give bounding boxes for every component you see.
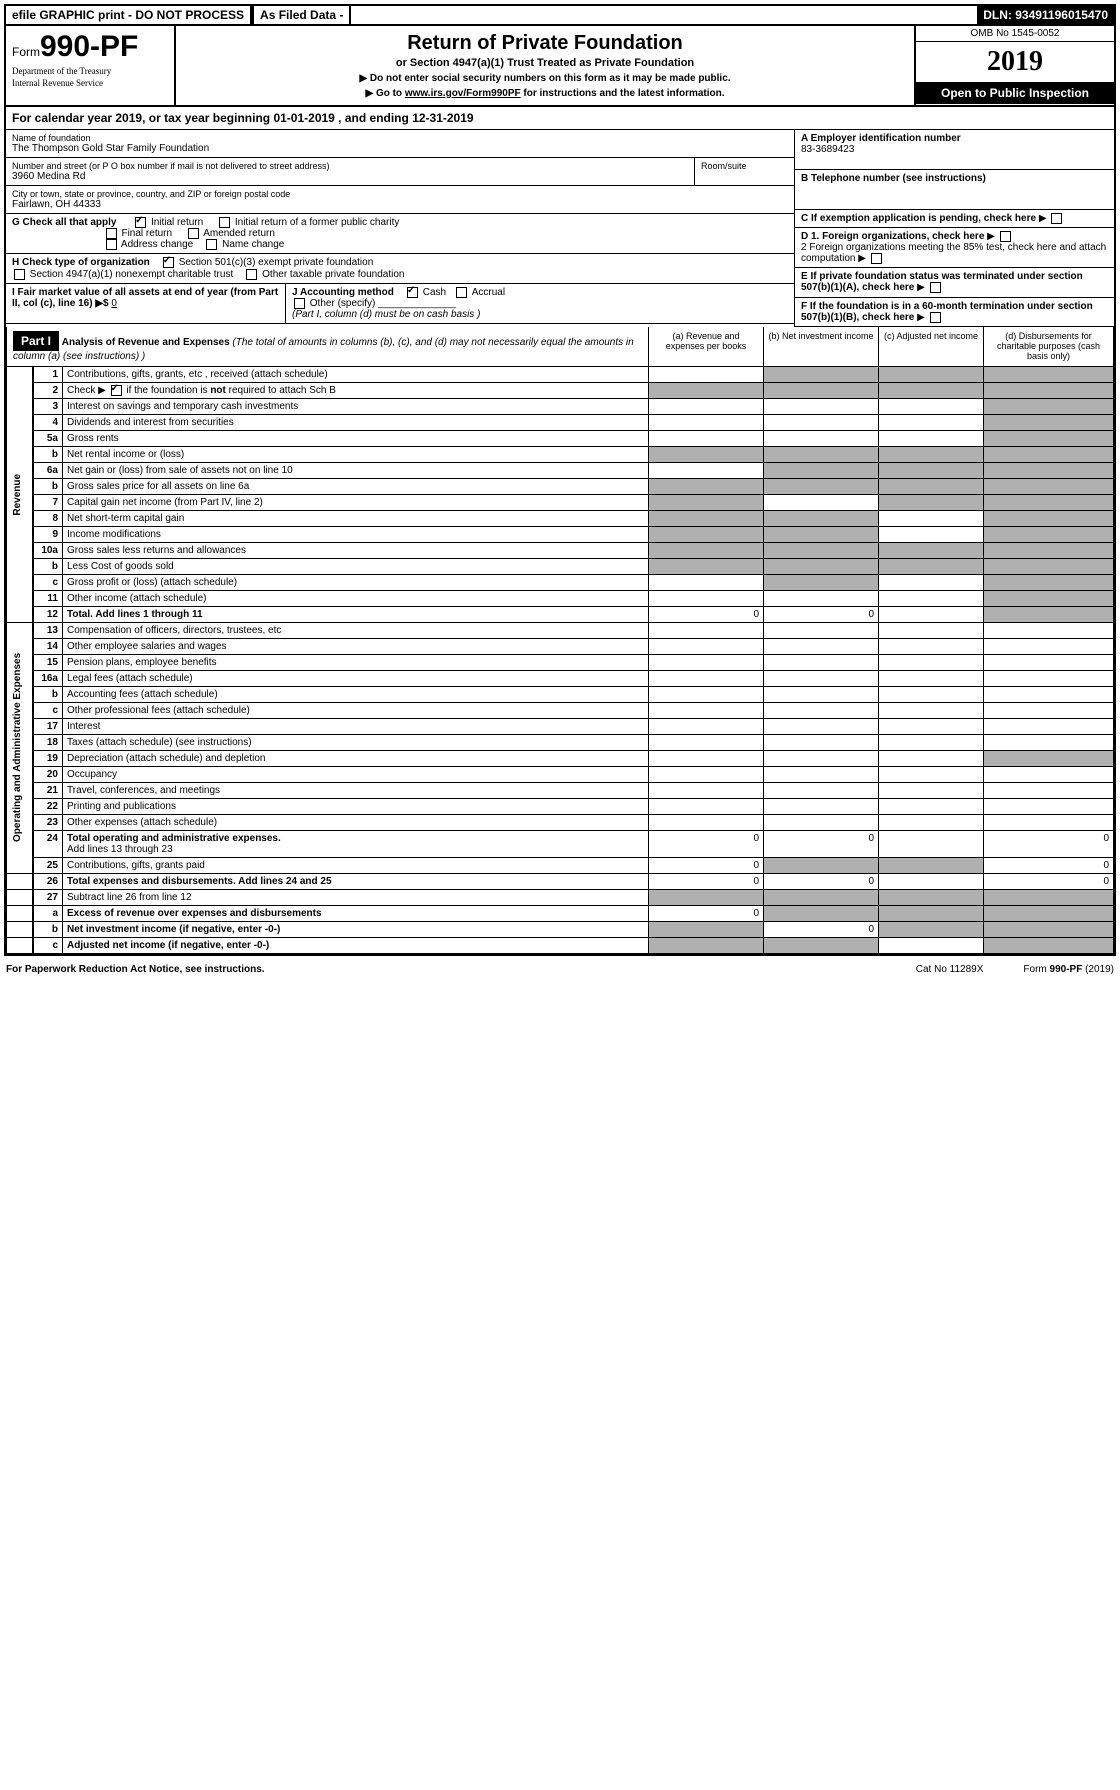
ssn-warning: ▶ Do not enter social security numbers o… xyxy=(182,73,908,84)
checkbox-address-change[interactable] xyxy=(106,239,117,250)
room-suite-box: Room/suite xyxy=(694,158,794,185)
page-footer: For Paperwork Reduction Act Notice, see … xyxy=(0,960,1120,979)
box-e: E If private foundation status was termi… xyxy=(795,268,1114,297)
section-i: I Fair market value of all assets at end… xyxy=(6,284,286,323)
header-left: Form990-PF Department of the Treasury In… xyxy=(6,26,176,105)
checkbox-60month[interactable] xyxy=(930,312,941,323)
line27a-a: 0 xyxy=(649,905,764,921)
line12-a: 0 xyxy=(649,606,764,622)
catalog-number: Cat No 11289X xyxy=(916,964,984,975)
part1-badge: Part I xyxy=(13,331,59,351)
checkbox-schb[interactable] xyxy=(111,385,122,396)
box-a: A Employer identification number 83-3689… xyxy=(795,130,1114,170)
info-section: Name of foundation The Thompson Gold Sta… xyxy=(6,130,1114,327)
checkbox-status-terminated[interactable] xyxy=(930,282,941,293)
part1-header: Part I Analysis of Revenue and Expenses … xyxy=(6,327,1114,367)
box-c: C If exemption application is pending, c… xyxy=(795,210,1114,228)
expenses-side-label: Operating and Administrative Expenses xyxy=(7,622,33,873)
form-title: Return of Private Foundation xyxy=(182,32,908,55)
checkbox-cash[interactable] xyxy=(407,287,418,298)
dln-number: DLN: 93491196015470 xyxy=(977,6,1114,24)
info-left-col: Name of foundation The Thompson Gold Sta… xyxy=(6,130,794,327)
line24-b: 0 xyxy=(764,830,879,857)
checkbox-name-change[interactable] xyxy=(206,239,217,250)
form-ref: Form 990-PF (2019) xyxy=(1023,964,1114,975)
line25-a: 0 xyxy=(649,857,764,873)
dept-treasury: Department of the Treasury xyxy=(12,66,168,76)
box-f: F If the foundation is in a 60-month ter… xyxy=(795,298,1114,327)
checkbox-85pct[interactable] xyxy=(871,253,882,264)
line24-a: 0 xyxy=(649,830,764,857)
section-g: G Check all that apply Initial return In… xyxy=(6,214,794,254)
header-middle: Return of Private Foundation or Section … xyxy=(176,26,914,105)
line27b-b: 0 xyxy=(764,921,879,937)
part1-title: Analysis of Revenue and Expenses xyxy=(62,337,230,348)
calendar-year-row: For calendar year 2019, or tax year begi… xyxy=(6,107,1114,130)
checkbox-initial-former[interactable] xyxy=(219,217,230,228)
street-address: 3960 Medina Rd xyxy=(12,171,688,182)
box-d: D 1. Foreign organizations, check here ▶… xyxy=(795,228,1114,268)
asfiled-label: As Filed Data - xyxy=(252,6,351,24)
form-number: 990-PF xyxy=(40,30,138,63)
line26-a: 0 xyxy=(649,873,764,889)
line25-d: 0 xyxy=(984,857,1114,873)
info-right-col: A Employer identification number 83-3689… xyxy=(794,130,1114,327)
line24-d: 0 xyxy=(984,830,1114,857)
header-right: OMB No 1545-0052 2019 Open to Public Ins… xyxy=(914,26,1114,105)
line26-d: 0 xyxy=(984,873,1114,889)
irs-link[interactable]: www.irs.gov/Form990PF xyxy=(405,88,521,99)
checkbox-other-method[interactable] xyxy=(294,298,305,309)
checkbox-4947a1[interactable] xyxy=(14,269,25,280)
fmv-value: 0 xyxy=(111,298,117,309)
checkbox-exemption-pending[interactable] xyxy=(1051,213,1062,224)
section-j: J Accounting method Cash Accrual Other (… xyxy=(286,284,794,323)
col-d-header: (d) Disbursements for charitable purpose… xyxy=(983,327,1113,366)
year-begin: 01-01-2019 xyxy=(273,111,334,125)
foundation-name-box: Name of foundation The Thompson Gold Sta… xyxy=(6,130,794,158)
foundation-name: The Thompson Gold Star Family Foundation xyxy=(12,143,788,154)
checkbox-foreign-org[interactable] xyxy=(1000,231,1011,242)
year-end: 12-31-2019 xyxy=(412,111,473,125)
form-prefix: Form xyxy=(12,45,40,59)
form-subtitle: or Section 4947(a)(1) Trust Treated as P… xyxy=(182,57,908,69)
goto-note: ▶ Go to www.irs.gov/Form990PF for instru… xyxy=(182,88,908,99)
col-c-header: (c) Adjusted net income xyxy=(878,327,983,366)
line26-b: 0 xyxy=(764,873,879,889)
city-box: City or town, state or province, country… xyxy=(6,186,794,214)
paperwork-notice: For Paperwork Reduction Act Notice, see … xyxy=(6,964,265,975)
checkbox-initial-return[interactable] xyxy=(135,217,146,228)
city-state-zip: Fairlawn, OH 44333 xyxy=(12,199,788,210)
col-b-header: (b) Net investment income xyxy=(763,327,878,366)
form-container: efile GRAPHIC print - DO NOT PROCESS As … xyxy=(4,4,1116,956)
checkbox-other-taxable[interactable] xyxy=(246,269,257,280)
revenue-side-label: Revenue xyxy=(7,367,33,623)
efile-notice: efile GRAPHIC print - DO NOT PROCESS xyxy=(6,6,252,24)
box-b: B Telephone number (see instructions) xyxy=(795,170,1114,210)
top-bar: efile GRAPHIC print - DO NOT PROCESS As … xyxy=(6,6,1114,26)
address-box: Number and street (or P O box number if … xyxy=(6,158,694,185)
checkbox-accrual[interactable] xyxy=(456,287,467,298)
dept-irs: Internal Revenue Service xyxy=(12,78,168,88)
tax-year: 2019 xyxy=(916,42,1114,82)
omb-number: OMB No 1545-0052 xyxy=(916,26,1114,42)
checkbox-final-return[interactable] xyxy=(106,228,117,239)
line12-b: 0 xyxy=(764,606,879,622)
ein-value: 83-3689423 xyxy=(801,144,1108,155)
checkbox-501c3[interactable] xyxy=(163,257,174,268)
form-header: Form990-PF Department of the Treasury In… xyxy=(6,26,1114,107)
checkbox-amended[interactable] xyxy=(188,228,199,239)
part1-table: Revenue 1Contributions, gifts, grants, e… xyxy=(6,367,1114,954)
col-a-header: (a) Revenue and expenses per books xyxy=(648,327,763,366)
section-h: H Check type of organization Section 501… xyxy=(6,254,794,283)
open-inspection-badge: Open to Public Inspection xyxy=(916,82,1114,104)
